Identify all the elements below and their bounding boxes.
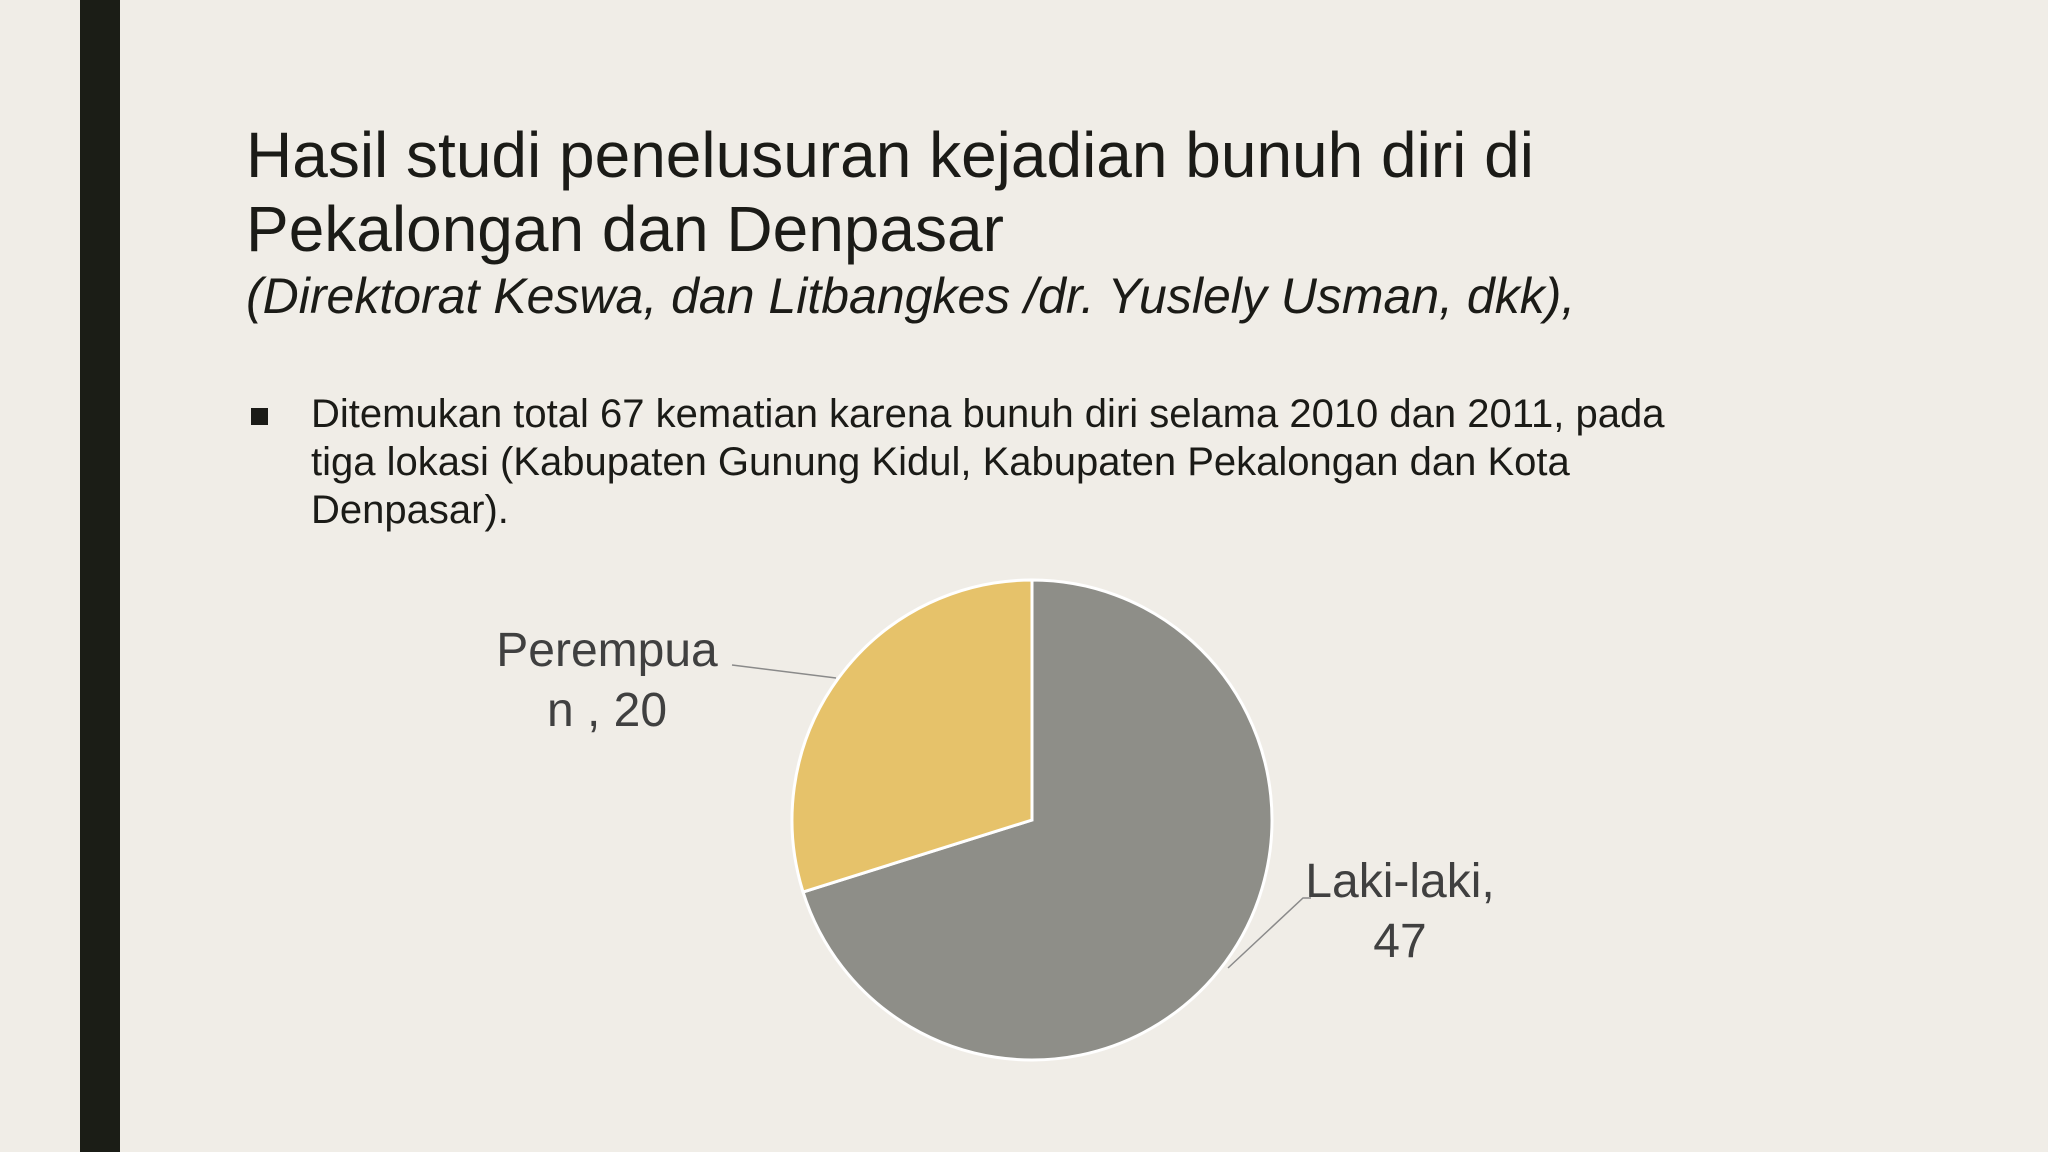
pie-slice-laki-laki bbox=[801, 578, 1274, 1062]
bullet-item: Ditemukan total 67 kematian karena bunuh… bbox=[246, 390, 1806, 534]
bullet-line-1: Ditemukan total 67 kematian karena bunuh… bbox=[311, 392, 1665, 436]
data-label-laki-laki: Laki-laki, 47 bbox=[1305, 855, 1494, 968]
pie-slice-perempuan bbox=[790, 578, 1034, 894]
title-line-2: Pekalongan dan Denpasar bbox=[246, 193, 1004, 265]
side-accent-bar bbox=[80, 0, 120, 1152]
bullet-list: Ditemukan total 67 kematian karena bunuh… bbox=[246, 390, 1806, 534]
leader-line-perempuan bbox=[731, 664, 837, 679]
square-bullet-icon bbox=[251, 408, 268, 425]
bullet-line-2: tiga lokasi (Kabupaten Gunung Kidul, Kab… bbox=[311, 440, 1570, 484]
data-label-perempuan: Perempua n , 20 bbox=[496, 624, 718, 737]
slide-title: Hasil studi penelusuran kejadian bunuh d… bbox=[246, 118, 1946, 266]
title-line-1: Hasil studi penelusuran kejadian bunuh d… bbox=[246, 119, 1534, 191]
slide-subtitle: (Direktorat Keswa, dan Litbangkes /dr. Y… bbox=[246, 268, 1576, 324]
leader-line-laki-laki bbox=[1227, 897, 1311, 969]
bullet-line-3: Denpasar). bbox=[311, 488, 509, 532]
